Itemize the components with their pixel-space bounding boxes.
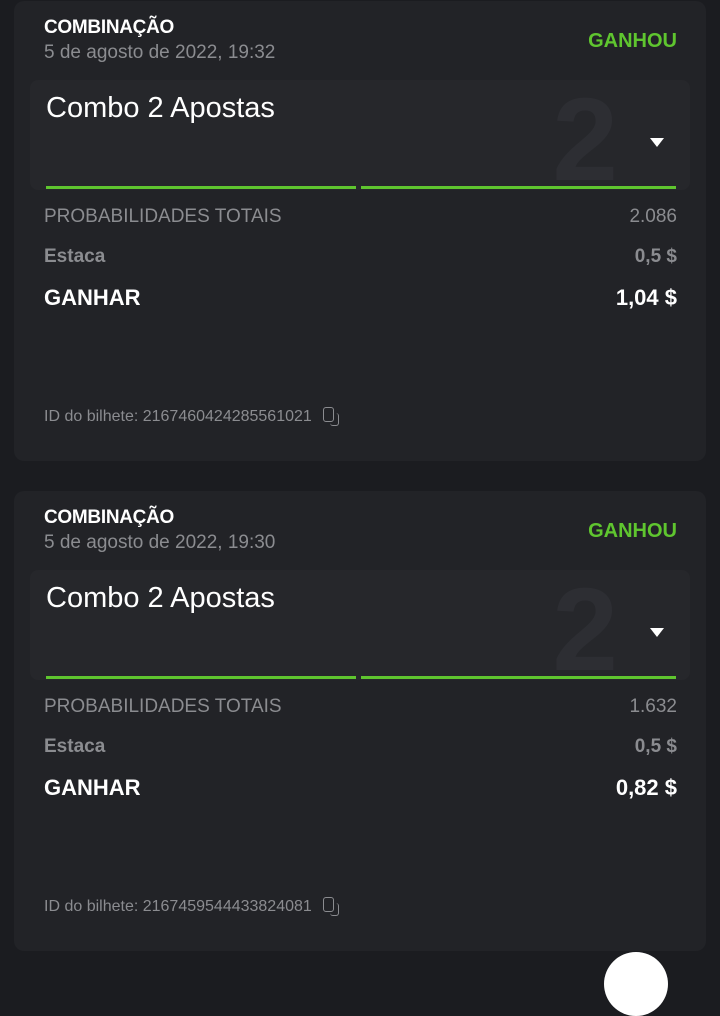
caret-down-icon[interactable] xyxy=(650,628,664,637)
combo-dropdown[interactable]: 2 Combo 2 Apostas xyxy=(30,80,690,190)
stake-label: Estaca xyxy=(44,736,106,757)
bet-card: COMBINAÇÃO 5 de agosto de 2022, 19:30 GA… xyxy=(14,491,706,951)
status-badge: GANHOU xyxy=(588,520,677,542)
bet-type: COMBINAÇÃO xyxy=(44,17,174,38)
total-odds-label: PROBABILIDADES TOTAIS xyxy=(44,696,282,717)
leg-progress-1 xyxy=(46,186,356,189)
total-odds-value: 2.086 xyxy=(629,206,677,227)
combo-count: 2 xyxy=(552,80,618,190)
leg-progress-2 xyxy=(361,676,676,679)
leg-progress-2 xyxy=(361,186,676,189)
stake-row: Estaca 0,5 $ xyxy=(44,736,677,758)
bet-card: COMBINAÇÃO 5 de agosto de 2022, 19:32 GA… xyxy=(14,1,706,461)
ticket-id-text: ID do bilhete: 2167460424285561021 xyxy=(44,408,312,425)
bet-date: 5 de agosto de 2022, 19:32 xyxy=(44,42,276,63)
total-odds-label: PROBABILIDADES TOTAIS xyxy=(44,206,282,227)
total-odds-row: PROBABILIDADES TOTAIS 1.632 xyxy=(44,696,677,718)
copy-icon[interactable] xyxy=(322,407,342,427)
combo-dropdown[interactable]: 2 Combo 2 Apostas xyxy=(30,570,690,680)
stake-value: 0,5 $ xyxy=(634,736,677,757)
total-odds-row: PROBABILIDADES TOTAIS 2.086 xyxy=(44,206,677,228)
ticket-id: ID do bilhete: 2167460424285561021 xyxy=(44,407,342,427)
ticket-id-text: ID do bilhete: 2167459544433824081 xyxy=(44,898,312,915)
combo-count: 2 xyxy=(552,570,618,680)
win-label: GANHAR xyxy=(44,285,141,310)
win-value: 0,82 $ xyxy=(615,775,677,800)
stake-value: 0,5 $ xyxy=(634,246,677,267)
bet-type: COMBINAÇÃO xyxy=(44,507,174,528)
combo-name: Combo 2 Apostas xyxy=(46,582,275,614)
caret-down-icon[interactable] xyxy=(650,138,664,147)
bet-date: 5 de agosto de 2022, 19:30 xyxy=(44,532,276,553)
leg-progress-1 xyxy=(46,676,356,679)
ticket-id: ID do bilhete: 2167459544433824081 xyxy=(44,897,342,917)
stake-label: Estaca xyxy=(44,246,106,267)
win-label: GANHAR xyxy=(44,775,141,800)
win-value: 1,04 $ xyxy=(615,285,677,310)
copy-icon[interactable] xyxy=(322,897,342,917)
status-badge: GANHOU xyxy=(588,30,677,52)
combo-name: Combo 2 Apostas xyxy=(46,92,275,124)
floating-action-button[interactable] xyxy=(604,952,668,1016)
win-row: GANHAR 0,82 $ xyxy=(44,775,677,801)
win-row: GANHAR 1,04 $ xyxy=(44,285,677,311)
total-odds-value: 1.632 xyxy=(629,696,677,717)
stake-row: Estaca 0,5 $ xyxy=(44,246,677,268)
